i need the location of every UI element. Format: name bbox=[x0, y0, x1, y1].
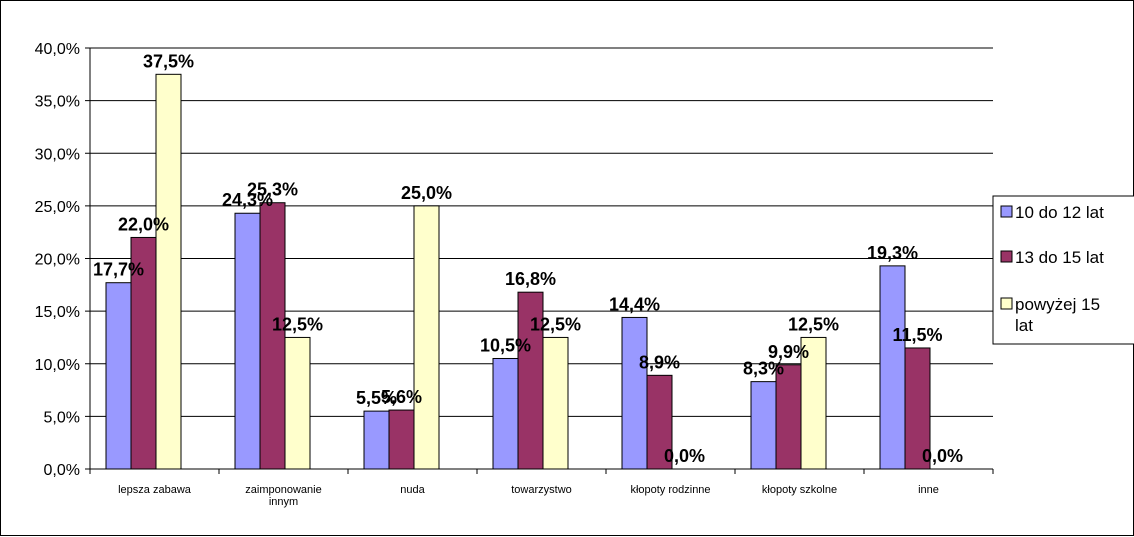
data-label: 25,3% bbox=[247, 180, 298, 200]
bar bbox=[284, 336, 311, 470]
data-label: 8,3% bbox=[743, 359, 784, 379]
data-label: 0,0% bbox=[922, 446, 963, 466]
bar bbox=[621, 316, 648, 470]
data-label: 9,9% bbox=[768, 342, 809, 362]
x-category-label: towarzystwo bbox=[511, 484, 572, 496]
legend-swatch bbox=[1000, 205, 1013, 218]
data-label: 8,9% bbox=[639, 352, 680, 372]
x-category-label: nuda bbox=[400, 484, 425, 496]
bar bbox=[542, 336, 569, 470]
bars bbox=[105, 73, 931, 470]
bar bbox=[155, 73, 182, 470]
data-labels: 17,7% 22,0% 37,5% 24,3%25,3% 12,5% 5,5%5,6% 25… bbox=[93, 51, 963, 466]
y-tick-label: 0,0% bbox=[44, 462, 80, 479]
legend-label: 13 do 15 lat bbox=[1015, 248, 1104, 267]
data-label: 5,6% bbox=[381, 387, 422, 407]
bar bbox=[646, 374, 673, 470]
legend-box bbox=[992, 195, 1134, 345]
y-tick-label: 30,0% bbox=[35, 146, 80, 163]
y-tick-label: 40,0% bbox=[35, 41, 80, 58]
data-label: 14,4% bbox=[609, 294, 660, 314]
data-label: 0,0% bbox=[664, 446, 705, 466]
x-category-label: lepsza zabawa bbox=[118, 484, 192, 496]
x-category-label: zaimponowanie innym bbox=[245, 484, 321, 508]
data-label: 16,8% bbox=[505, 269, 556, 289]
bar bbox=[105, 282, 132, 470]
y-tick-label: 10,0% bbox=[35, 357, 80, 374]
bar bbox=[388, 409, 415, 470]
bar bbox=[775, 364, 802, 470]
bar bbox=[879, 265, 906, 470]
bar bbox=[904, 347, 931, 470]
y-tick-label: 35,0% bbox=[35, 94, 80, 111]
x-category-label: kłopoty rodzinne bbox=[630, 484, 710, 496]
legend-label: powyżej 15 lat bbox=[1015, 295, 1100, 335]
data-label: 10,5% bbox=[480, 335, 531, 355]
y-tick-label: 5,0% bbox=[44, 409, 80, 426]
data-label: 11,5% bbox=[892, 325, 942, 345]
data-label: 19,3% bbox=[867, 243, 918, 263]
bar bbox=[517, 291, 544, 470]
x-category-label: kłopoty szkolne bbox=[762, 484, 837, 496]
y-tick-label: 25,0% bbox=[35, 199, 80, 216]
bar bbox=[750, 381, 777, 470]
bar bbox=[492, 357, 519, 470]
data-label: 12,5% bbox=[788, 314, 839, 334]
legend: 10 do 12 lat 13 do 15 lat powyżej 15 lat bbox=[992, 195, 1134, 345]
legend-label: 10 do 12 lat bbox=[1015, 203, 1104, 222]
legend-swatch bbox=[1000, 250, 1013, 263]
y-tick-label: 15,0% bbox=[35, 304, 80, 321]
data-label: 37,5% bbox=[143, 51, 194, 71]
bar bbox=[234, 212, 261, 470]
axes: 0,0% 5,0% 10,0% 15,0% 20,0% 25,0% 30,0% 35,0% 40… bbox=[35, 41, 994, 508]
data-label: 12,5% bbox=[530, 314, 581, 334]
x-category-label: inne bbox=[918, 484, 939, 496]
bar bbox=[413, 205, 440, 470]
data-label: 22,0% bbox=[118, 214, 169, 234]
data-label: 5,5% bbox=[356, 388, 397, 408]
bar bbox=[363, 410, 390, 470]
bar bbox=[259, 202, 286, 470]
data-label: 17,7% bbox=[93, 260, 144, 280]
data-label: 24,3% bbox=[222, 190, 273, 210]
data-label: 12,5% bbox=[272, 314, 323, 334]
y-tick-label: 20,0% bbox=[35, 252, 80, 269]
legend-swatch bbox=[1000, 297, 1013, 310]
data-label: 25,0% bbox=[401, 183, 452, 203]
bar bbox=[800, 336, 827, 470]
